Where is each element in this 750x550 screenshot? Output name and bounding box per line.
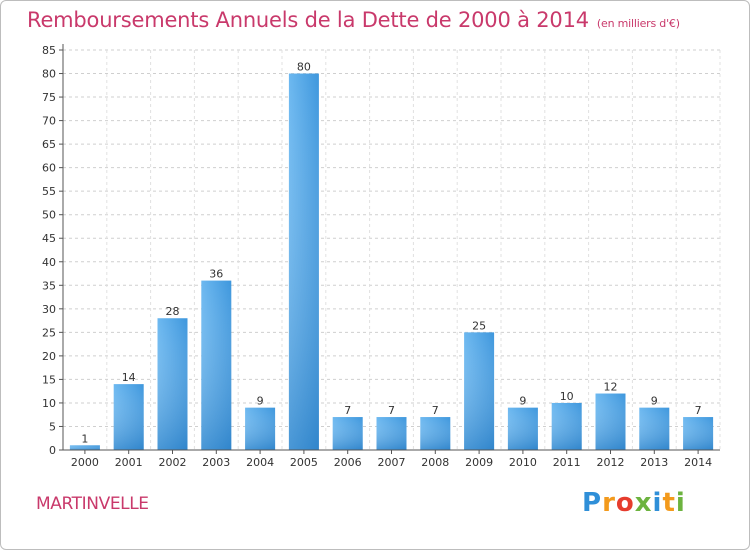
x-tick-label: 2000 xyxy=(71,456,99,469)
y-tick-label: 15 xyxy=(42,373,56,386)
bar-shade xyxy=(595,393,626,450)
x-tick-label: 2007 xyxy=(378,456,406,469)
x-tick-label: 2004 xyxy=(246,456,274,469)
x-tick-label: 2011 xyxy=(553,456,581,469)
bar-value-label: 7 xyxy=(695,404,702,417)
bar-value-label: 28 xyxy=(166,305,180,318)
x-tick-label: 2012 xyxy=(597,456,625,469)
x-tick-label: 2005 xyxy=(290,456,318,469)
bar-shade xyxy=(551,402,582,450)
x-tick-label: 2001 xyxy=(115,456,143,469)
y-tick-label: 25 xyxy=(42,326,56,339)
bar-shade xyxy=(332,417,363,450)
unit-note: (en milliers d'€) xyxy=(596,17,680,30)
bar-shade xyxy=(376,417,407,450)
y-tick-label: 20 xyxy=(42,350,56,363)
bar-shade xyxy=(69,445,100,450)
x-tick-label: 2006 xyxy=(334,456,362,469)
y-tick-label: 70 xyxy=(42,115,56,128)
proxiti-logo: Proxiti xyxy=(582,488,686,518)
y-tick-label: 5 xyxy=(49,420,56,433)
x-tick-label: 2003 xyxy=(202,456,230,469)
bar-shade xyxy=(157,318,188,450)
x-tick-label: 2010 xyxy=(509,456,537,469)
bar-shade xyxy=(683,417,714,450)
y-tick-label: 65 xyxy=(42,138,56,151)
bar-value-label: 1 xyxy=(81,432,88,445)
bar-shade xyxy=(245,407,276,450)
x-tick-label: 2002 xyxy=(159,456,187,469)
y-tick-label: 85 xyxy=(42,44,56,57)
bar-shade xyxy=(507,407,538,450)
y-tick-label: 50 xyxy=(42,209,56,222)
bar-value-label: 36 xyxy=(209,268,223,281)
y-tick-label: 75 xyxy=(42,91,56,104)
bar-value-label: 25 xyxy=(472,319,486,332)
y-tick-label: 10 xyxy=(42,397,56,410)
bar-value-label: 9 xyxy=(519,395,526,408)
y-tick-label: 35 xyxy=(42,279,56,292)
bar-shade xyxy=(201,280,232,450)
x-tick-label: 2013 xyxy=(640,456,668,469)
y-tick-label: 80 xyxy=(42,68,56,81)
bar-value-label: 7 xyxy=(344,404,351,417)
bar-value-label: 80 xyxy=(297,61,311,74)
bar-value-label: 14 xyxy=(122,371,136,384)
bar-value-label: 10 xyxy=(560,390,574,403)
bar-shade xyxy=(639,407,670,450)
bar-shade xyxy=(464,332,495,450)
y-tick-label: 55 xyxy=(42,185,56,198)
commune-name: MARTINVELLE xyxy=(36,494,149,514)
x-tick-label: 2014 xyxy=(684,456,712,469)
x-tick-label: 2008 xyxy=(421,456,449,469)
y-tick-label: 30 xyxy=(42,303,56,316)
y-tick-label: 40 xyxy=(42,256,56,269)
chart-title: Remboursements Annuels de la Dette de 20… xyxy=(27,8,680,32)
y-tick-label: 0 xyxy=(49,444,56,457)
bar-value-label: 12 xyxy=(604,381,618,394)
bar-shade xyxy=(113,384,144,450)
y-tick-label: 60 xyxy=(42,162,56,175)
bar-value-label: 7 xyxy=(388,404,395,417)
bar-value-label: 9 xyxy=(651,395,658,408)
bar-value-label: 9 xyxy=(257,395,264,408)
y-tick-label: 45 xyxy=(42,232,56,245)
x-tick-label: 2009 xyxy=(465,456,493,469)
bar-value-label: 7 xyxy=(432,404,439,417)
chart-title-text: Remboursements Annuels de la Dette de 20… xyxy=(27,8,589,32)
bar-shade xyxy=(288,73,319,450)
bar-shade xyxy=(420,417,451,450)
